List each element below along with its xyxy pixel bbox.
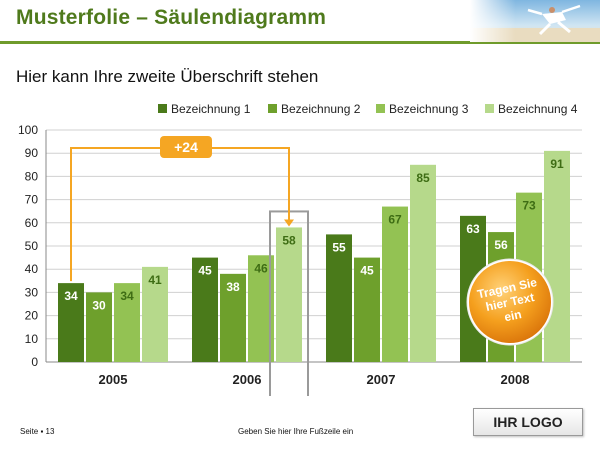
bar-value-label: 91 bbox=[550, 157, 564, 171]
y-tick-label: 100 bbox=[18, 123, 38, 137]
x-tick-label: 2005 bbox=[99, 372, 128, 387]
y-tick-label: 0 bbox=[31, 355, 38, 369]
bar-value-label: 67 bbox=[388, 213, 402, 227]
bar-value-label: 55 bbox=[332, 240, 346, 254]
bar bbox=[382, 206, 408, 362]
bar bbox=[192, 257, 218, 362]
y-tick-label: 40 bbox=[25, 262, 39, 276]
logo-placeholder: IHR LOGO bbox=[473, 408, 583, 436]
legend-swatch bbox=[485, 104, 494, 113]
difference-label: +24 bbox=[174, 139, 198, 155]
y-tick-label: 60 bbox=[25, 216, 39, 230]
bar bbox=[544, 150, 570, 362]
legend-label: Bezeichnung 4 bbox=[498, 102, 578, 116]
legend-swatch bbox=[268, 104, 277, 113]
legend-label: Bezeichnung 2 bbox=[281, 102, 361, 116]
bar-value-label: 34 bbox=[64, 289, 78, 303]
difference-arrowhead bbox=[284, 219, 294, 227]
bar bbox=[326, 234, 352, 362]
bar-value-label: 58 bbox=[282, 233, 296, 247]
y-tick-label: 30 bbox=[25, 285, 39, 299]
bar-value-label: 85 bbox=[416, 171, 430, 185]
bar bbox=[58, 283, 84, 362]
bar bbox=[86, 292, 112, 362]
bar bbox=[276, 227, 302, 362]
y-tick-label: 20 bbox=[25, 309, 39, 323]
header-photo bbox=[470, 0, 600, 42]
bar-value-label: 38 bbox=[226, 280, 240, 294]
bar bbox=[220, 273, 246, 362]
bar bbox=[114, 283, 140, 362]
bar bbox=[354, 257, 380, 362]
bar-value-label: 30 bbox=[92, 298, 106, 312]
bar-value-label: 34 bbox=[120, 289, 134, 303]
bar bbox=[410, 164, 436, 362]
bar-value-label: 45 bbox=[360, 264, 374, 278]
bar bbox=[142, 266, 168, 362]
bar-value-label: 63 bbox=[466, 222, 480, 236]
legend-label: Bezeichnung 1 bbox=[171, 102, 251, 116]
legend-swatch bbox=[158, 104, 167, 113]
badge-circle bbox=[469, 261, 551, 343]
legend-swatch bbox=[376, 104, 385, 113]
legend-label: Bezeichnung 3 bbox=[389, 102, 469, 116]
x-tick-label: 2008 bbox=[501, 372, 530, 387]
bar-value-label: 56 bbox=[494, 238, 508, 252]
bar-value-label: 45 bbox=[198, 264, 212, 278]
badge-text-line: ein bbox=[503, 307, 523, 324]
y-tick-label: 10 bbox=[25, 332, 39, 346]
x-tick-label: 2006 bbox=[233, 372, 262, 387]
y-tick-label: 50 bbox=[25, 239, 39, 253]
column-chart: 0 10 20 30 40 50 60 70 80 90 100 Bezeichnung 1 Bezei… bbox=[18, 102, 582, 396]
slide-subtitle: Hier kann Ihre zweite Überschrift stehen bbox=[16, 67, 319, 86]
footer-page-number: Seite ▪ 13 bbox=[20, 427, 55, 436]
difference-badge bbox=[160, 136, 212, 158]
x-tick-label: 2007 bbox=[367, 372, 396, 387]
bar-value-label: 46 bbox=[254, 261, 268, 275]
y-tick-label: 80 bbox=[25, 169, 39, 183]
slide-title: Musterfolie – Säulendiagramm bbox=[16, 6, 327, 29]
y-tick-label: 90 bbox=[25, 146, 39, 160]
bar-value-label: 73 bbox=[522, 199, 536, 213]
y-tick-label: 70 bbox=[25, 193, 39, 207]
header-rule bbox=[0, 41, 600, 44]
bar-value-label: 41 bbox=[148, 273, 162, 287]
footer-text: Geben Sie hier Ihre Fußzeile ein bbox=[238, 427, 354, 436]
